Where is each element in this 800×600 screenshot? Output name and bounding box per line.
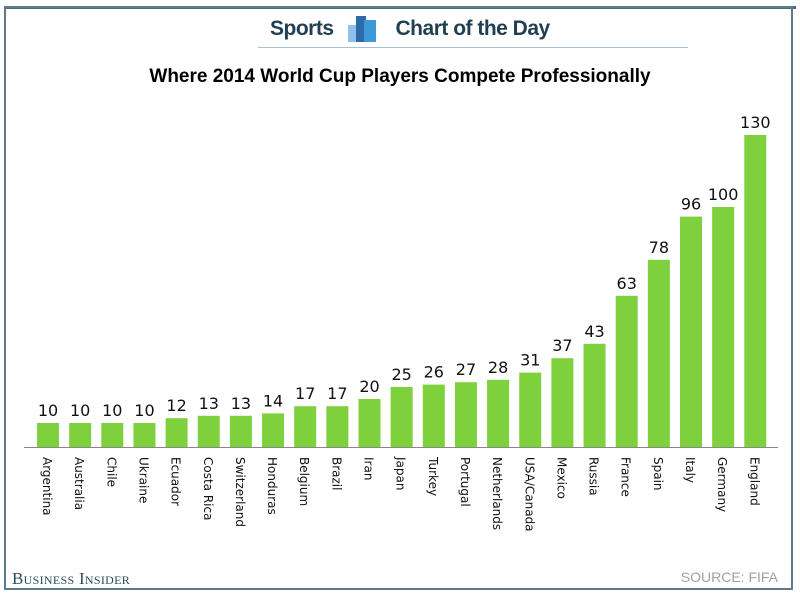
data-label: 28 bbox=[488, 358, 508, 377]
bar bbox=[294, 406, 317, 447]
category-label: Ecuador bbox=[169, 457, 183, 506]
data-label: 10 bbox=[134, 401, 154, 420]
bar bbox=[744, 135, 767, 447]
data-label: 13 bbox=[199, 394, 219, 413]
data-label: 26 bbox=[424, 363, 444, 382]
bar bbox=[680, 216, 702, 447]
bar bbox=[133, 423, 156, 447]
bar bbox=[615, 295, 638, 447]
bar bbox=[454, 382, 477, 447]
category-label: Chile bbox=[104, 457, 118, 487]
header: Sports Chart of the Day bbox=[270, 14, 550, 44]
category-label: Australia bbox=[72, 457, 86, 510]
data-label: 13 bbox=[231, 394, 251, 413]
category-label: Argentina bbox=[40, 457, 54, 516]
data-label: 37 bbox=[552, 336, 572, 355]
bar bbox=[583, 343, 606, 447]
bar bbox=[262, 413, 285, 447]
category-label: Honduras bbox=[265, 457, 279, 515]
category-label: Italy bbox=[683, 457, 697, 483]
category-label: Costa Rica bbox=[201, 457, 215, 520]
category-label: England bbox=[747, 457, 761, 506]
bar bbox=[69, 423, 92, 447]
data-label: 10 bbox=[102, 401, 122, 420]
bar bbox=[551, 358, 574, 447]
category-label: Spain bbox=[651, 457, 665, 491]
bar bbox=[519, 372, 542, 447]
header-rule bbox=[258, 47, 688, 48]
category-label: Ukraine bbox=[136, 457, 150, 503]
category-label: Turkey bbox=[426, 456, 440, 496]
category-label: Germany bbox=[715, 457, 729, 512]
data-label: 130 bbox=[740, 113, 771, 132]
bar bbox=[487, 379, 510, 447]
category-label: Portugal bbox=[458, 457, 472, 507]
category-label: Switzerland bbox=[233, 457, 247, 527]
data-label: 100 bbox=[708, 185, 739, 204]
chart-title: Where 2014 World Cup Players Compete Pro… bbox=[149, 66, 651, 87]
bar bbox=[712, 207, 735, 447]
data-label: 27 bbox=[456, 360, 476, 379]
data-label: 96 bbox=[681, 195, 701, 214]
data-label: 63 bbox=[617, 274, 637, 293]
category-label: Brazil bbox=[329, 457, 343, 491]
data-label: 25 bbox=[391, 365, 411, 384]
data-label: 10 bbox=[38, 401, 58, 420]
bar bbox=[197, 415, 220, 447]
bar bbox=[422, 384, 445, 447]
category-label: Russia bbox=[587, 457, 601, 496]
data-label: 12 bbox=[166, 396, 186, 415]
bar bbox=[647, 259, 670, 447]
data-label: 10 bbox=[70, 401, 90, 420]
data-label: 31 bbox=[520, 351, 540, 370]
brand-logo: Business Insider bbox=[12, 569, 131, 588]
category-label: France bbox=[619, 457, 633, 497]
source-note: SOURCE: FIFA bbox=[680, 569, 778, 585]
bar bbox=[390, 387, 413, 447]
data-label: 17 bbox=[327, 384, 347, 403]
bar bbox=[229, 415, 252, 447]
data-label: 17 bbox=[295, 384, 315, 403]
series-label: Chart of the Day bbox=[395, 17, 551, 40]
data-label: 20 bbox=[359, 377, 379, 396]
category-label: Mexico bbox=[554, 457, 568, 499]
bar bbox=[358, 399, 381, 447]
category-label: Iran bbox=[362, 457, 376, 480]
category-label: Netherlands bbox=[490, 457, 504, 530]
bar bbox=[37, 423, 59, 447]
bar bbox=[101, 423, 124, 447]
section-label: Sports bbox=[270, 17, 334, 40]
category-label: Japan bbox=[394, 456, 408, 490]
data-label: 78 bbox=[649, 238, 669, 257]
category-label: Belgium bbox=[297, 457, 311, 506]
bar-chart-icon bbox=[347, 16, 378, 42]
bar bbox=[326, 406, 349, 447]
bar bbox=[165, 418, 188, 447]
chart-frame bbox=[4, 6, 793, 590]
data-label: 43 bbox=[584, 322, 604, 341]
data-label: 14 bbox=[263, 391, 283, 410]
category-label: USA/Canada bbox=[522, 457, 536, 532]
